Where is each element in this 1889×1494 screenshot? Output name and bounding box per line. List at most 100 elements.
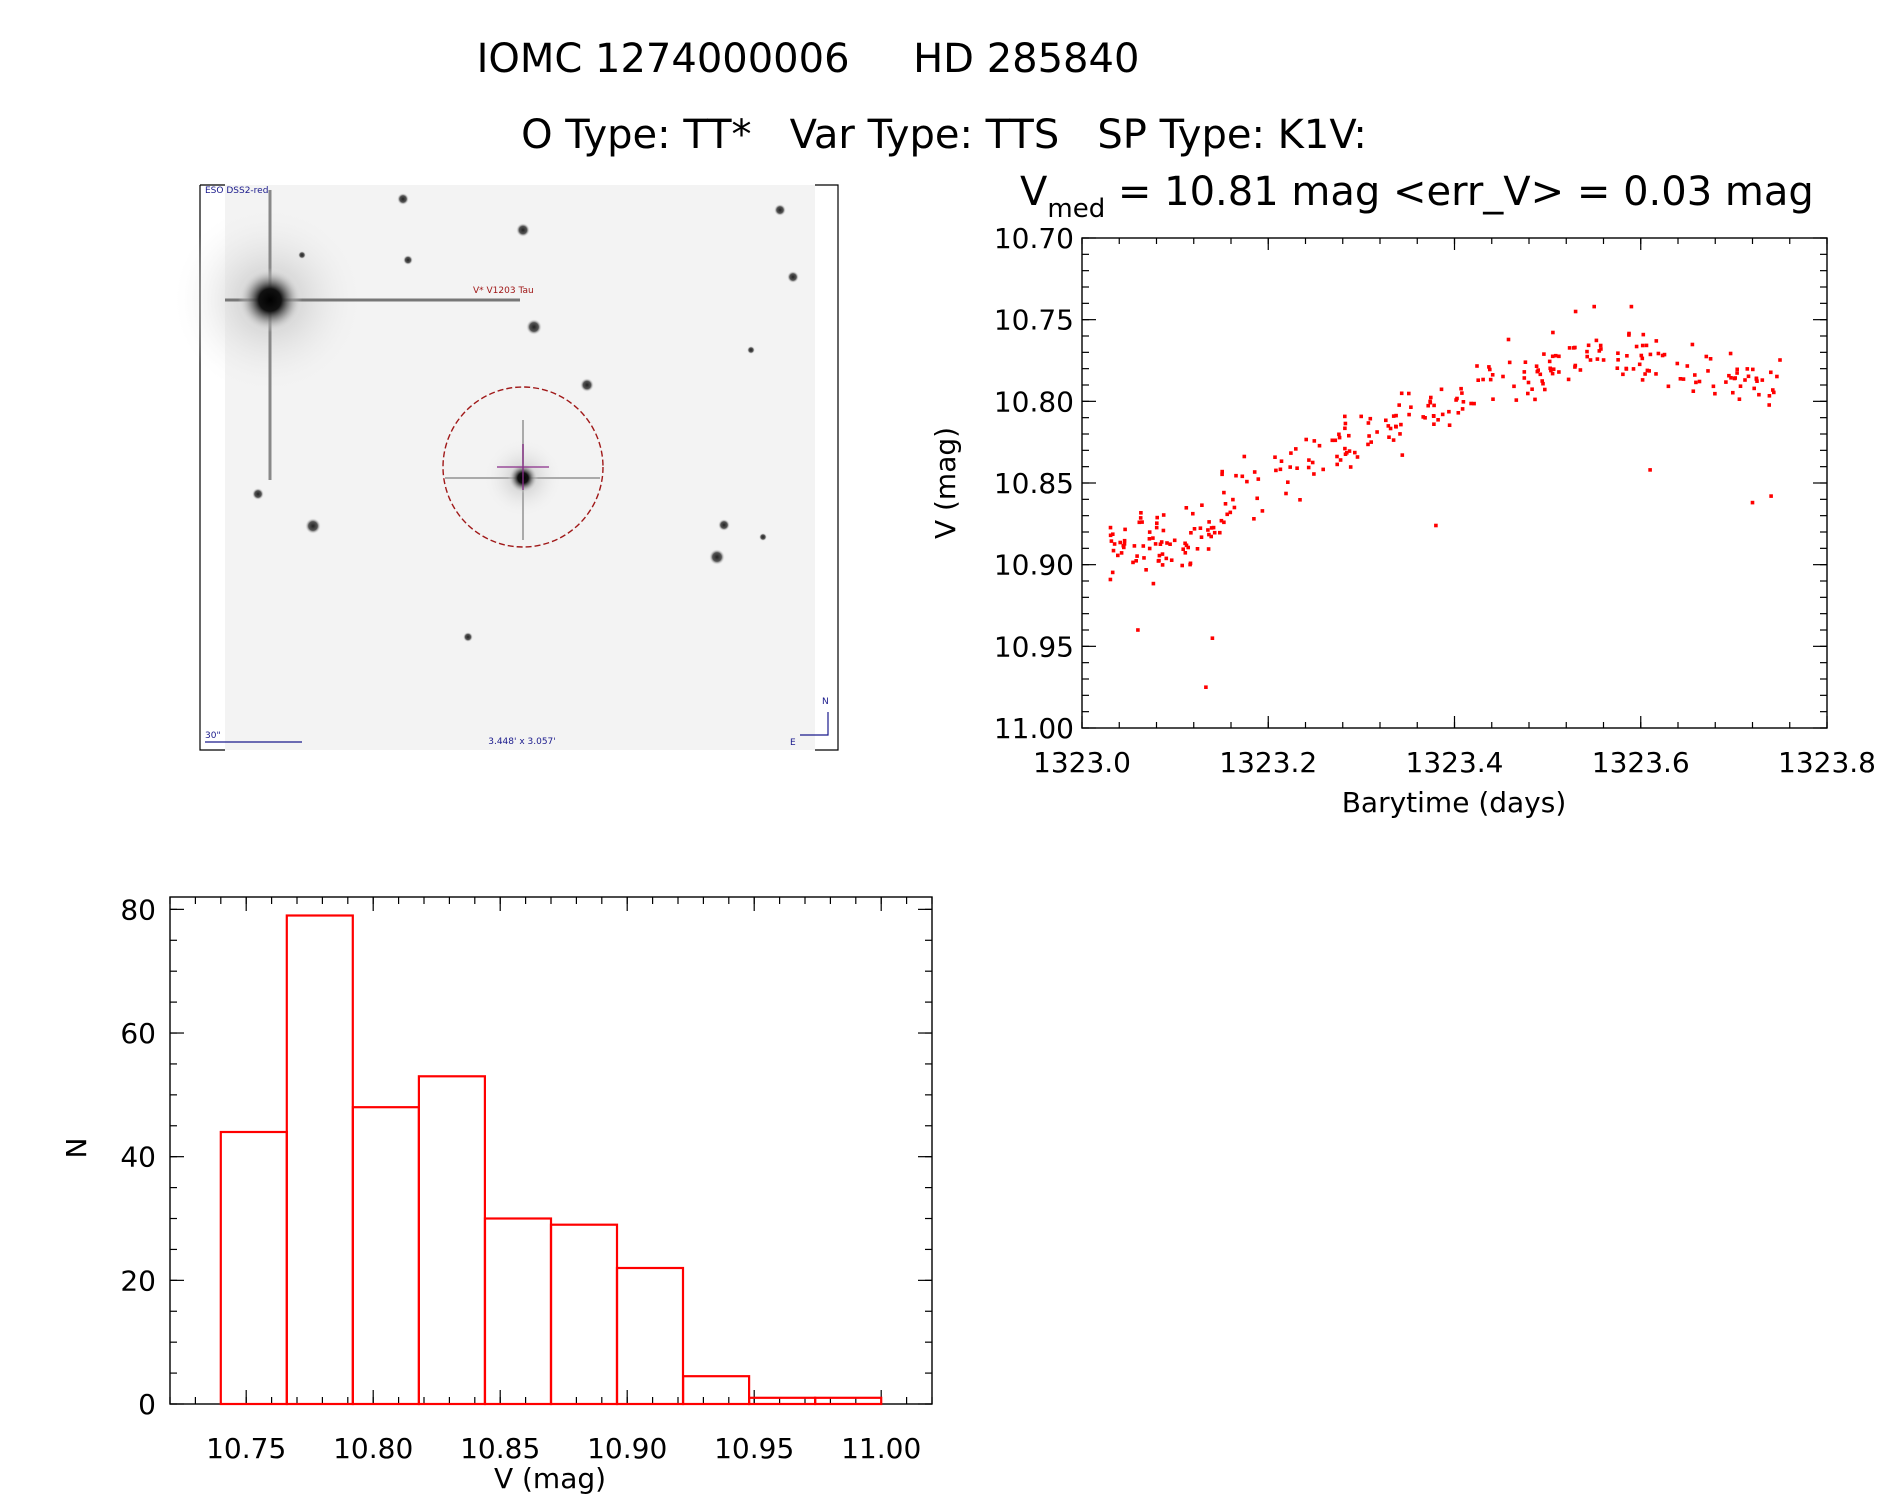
lc-data-point <box>1728 351 1733 356</box>
lc-data-point <box>1347 449 1352 453</box>
hist-x-tick-label: 10.80 <box>333 1432 413 1465</box>
lc-data-point <box>1553 353 1558 358</box>
lc-data-point <box>1337 435 1342 440</box>
lc-y-tick-label: 10.70 <box>994 222 1074 255</box>
lc-data-point <box>1343 421 1348 426</box>
lc-data-point <box>1436 418 1440 422</box>
lc-data-point <box>1526 391 1530 396</box>
lc-data-point <box>1578 368 1583 372</box>
lc-data-point <box>1212 530 1217 535</box>
hist-bar <box>417 1075 486 1406</box>
lc-data-point <box>1306 465 1311 470</box>
lc-data-point <box>1255 496 1259 501</box>
lc-data-point <box>1772 390 1776 395</box>
light-curve-frame <box>1081 237 1828 729</box>
scale-label: 30" <box>205 731 221 741</box>
lc-data-point <box>1343 446 1347 451</box>
lc-data-point <box>1220 469 1224 474</box>
lc-data-point <box>1366 442 1370 447</box>
lc-data-point <box>1432 403 1436 408</box>
lc-data-point <box>1245 479 1249 484</box>
lc-data-point <box>1541 381 1545 386</box>
lc-data-point <box>1204 685 1208 689</box>
lc-x-tick-label: 1323.0 <box>1033 746 1131 779</box>
lc-data-point <box>1110 570 1115 575</box>
lc-data-point <box>1307 458 1311 462</box>
hist-bar <box>615 1266 685 1406</box>
lc-data-point <box>1191 511 1195 516</box>
lc-data-point <box>1338 458 1343 462</box>
lc-data-point <box>1142 556 1146 560</box>
lc-data-point <box>1645 368 1650 373</box>
lc-data-point <box>1345 451 1349 455</box>
lc-data-point <box>1507 360 1512 365</box>
lc-data-point <box>1459 386 1463 391</box>
lc-data-point <box>1108 577 1113 582</box>
lc-data-point <box>1298 498 1302 502</box>
lc-data-point <box>1487 365 1491 369</box>
lc-data-point <box>1737 397 1742 401</box>
lc-data-point <box>1506 337 1511 342</box>
lc-data-point <box>1407 391 1411 396</box>
histogram-bars <box>219 914 883 1406</box>
lc-data-point <box>1585 354 1589 359</box>
figure-title: IOMC 1274000006 HD 285840 <box>477 36 1140 82</box>
histogram-ylabel: N <box>60 1138 93 1159</box>
lc-data-point <box>1391 414 1396 418</box>
lc-data-point <box>1200 503 1204 507</box>
lc-data-point <box>1189 531 1193 535</box>
light-curve-title-subscript: med <box>1047 194 1105 224</box>
lc-data-point <box>1536 368 1540 372</box>
lc-data-point <box>1108 533 1113 538</box>
lc-data-point <box>1771 388 1775 392</box>
lc-data-point <box>1353 450 1357 455</box>
lc-data-point <box>1151 536 1155 540</box>
lc-data-point <box>1675 361 1680 366</box>
lc-y-tick-label: 10.90 <box>994 549 1074 582</box>
lc-data-point <box>1335 454 1339 459</box>
lc-data-point <box>1310 460 1315 465</box>
lc-data-point <box>1447 409 1451 414</box>
lc-data-point <box>1195 547 1200 551</box>
lc-data-point <box>1662 352 1667 357</box>
lc-data-point <box>1616 358 1620 362</box>
lc-data-point <box>1639 353 1644 358</box>
hist-y-tick-label: 40 <box>120 1141 156 1174</box>
lc-data-point <box>1567 346 1572 350</box>
lc-data-point <box>1621 372 1625 377</box>
lc-data-point <box>1153 542 1158 546</box>
lc-data-point <box>1158 542 1163 546</box>
lc-data-point <box>1160 552 1165 556</box>
lc-data-point <box>1343 414 1347 419</box>
lc-data-point <box>1273 455 1277 459</box>
lc-data-point <box>1155 515 1159 520</box>
lc-data-point <box>1456 411 1461 415</box>
lc-data-point <box>1588 358 1593 362</box>
lc-data-point <box>1397 403 1401 407</box>
hist-bar <box>285 914 354 1406</box>
light-curve-ylabel: V (mag) <box>929 427 962 539</box>
lc-data-point <box>1540 379 1544 383</box>
lc-data-point <box>1359 414 1363 419</box>
lc-data-point <box>1366 421 1371 425</box>
lc-data-point <box>1647 369 1651 373</box>
lc-data-point <box>1711 384 1716 389</box>
lc-data-point <box>1109 539 1114 543</box>
lc-data-point <box>1192 527 1197 531</box>
lc-data-point <box>1666 384 1671 389</box>
lc-y-tick-label: 10.75 <box>994 304 1074 337</box>
lc-data-point <box>1429 395 1433 400</box>
lc-data-point <box>1157 558 1161 563</box>
light-curve-points <box>1108 304 1782 689</box>
lc-data-point <box>1526 380 1531 385</box>
hist-y-tick-label: 0 <box>138 1388 156 1421</box>
lc-data-point <box>1387 435 1391 439</box>
lc-data-point <box>1447 423 1452 427</box>
lc-data-point <box>1161 528 1166 533</box>
lc-data-point <box>1188 561 1193 566</box>
lc-data-point <box>1550 371 1555 376</box>
lc-data-point <box>1184 506 1189 510</box>
lc-data-point <box>1386 424 1391 428</box>
lc-data-point <box>1164 556 1169 561</box>
lc-data-point <box>1566 377 1571 382</box>
